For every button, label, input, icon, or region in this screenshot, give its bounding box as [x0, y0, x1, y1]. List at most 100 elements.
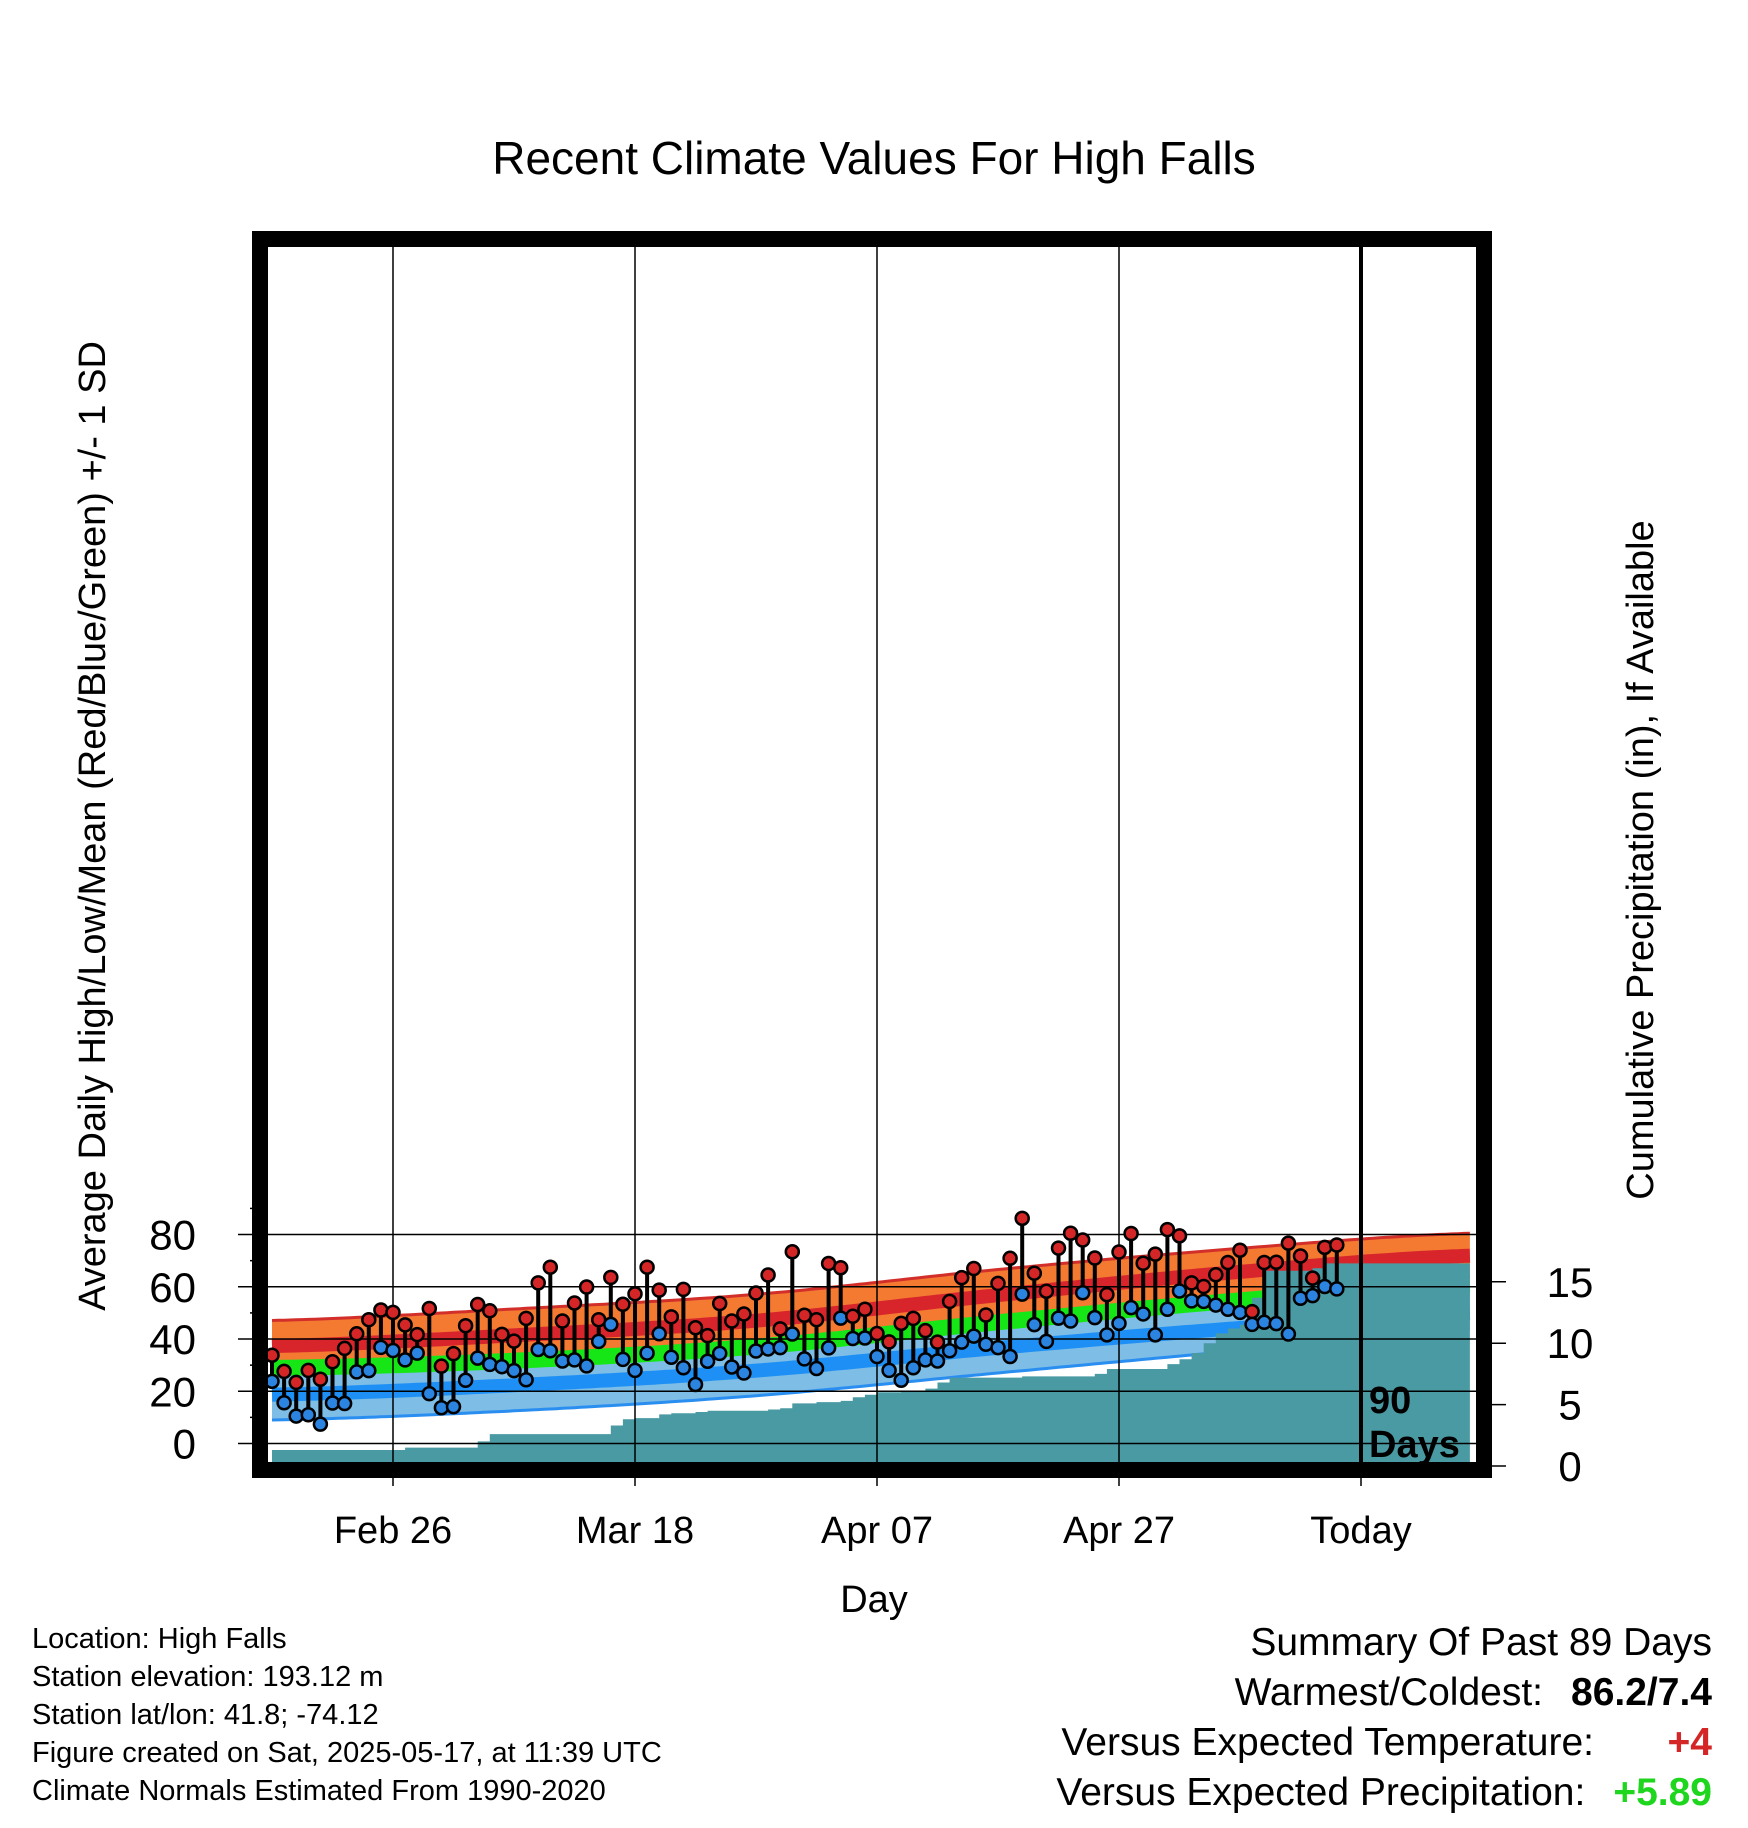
daily-low-point [615, 1351, 631, 1368]
daily-high-point [554, 1313, 571, 1329]
daily-high-point [1232, 1242, 1248, 1258]
daily-high-point [1304, 1270, 1321, 1286]
daily-low-point [699, 1353, 716, 1369]
daily-low-point [675, 1360, 692, 1376]
daily-low-point [1002, 1348, 1018, 1365]
daily-low-point [966, 1328, 982, 1344]
today-days-label: 90 Days [1369, 1380, 1460, 1466]
daily-high-point [1159, 1221, 1176, 1238]
y2-tick-label: 0 [1558, 1443, 1581, 1490]
daily-high-point [506, 1333, 522, 1349]
daily-high-point [1074, 1232, 1091, 1248]
daily-high-point [1147, 1246, 1164, 1262]
daily-low-point [893, 1372, 909, 1389]
daily-high-point [748, 1285, 764, 1301]
today-days-label-line: 90 [1369, 1380, 1411, 1422]
daily-high-point [615, 1296, 631, 1313]
daily-high-point [699, 1327, 716, 1344]
footer-elevation: Station elevation: 193.12 m [32, 1661, 384, 1693]
daily-high-point [711, 1295, 728, 1312]
daily-high-point [687, 1320, 704, 1336]
daily-high-point [268, 1347, 280, 1363]
daily-low-point [469, 1350, 486, 1366]
daily-low-point [1062, 1313, 1079, 1329]
y-tick-label: 20 [149, 1368, 196, 1415]
daily-high-point [651, 1282, 667, 1298]
x-tick-label: Apr 27 [1063, 1510, 1175, 1552]
daily-low-point [808, 1360, 825, 1377]
daily-low-point [482, 1356, 498, 1373]
daily-high-point [929, 1334, 946, 1350]
y2-tick-label: 5 [1558, 1382, 1581, 1429]
summary-panel: Summary Of Past 89 Days Warmest/Coldest:… [1056, 1618, 1712, 1818]
daily-high-point [1099, 1286, 1115, 1303]
daily-low-point [1171, 1283, 1188, 1299]
y-tick-label: 80 [149, 1212, 196, 1259]
precip-vs-expected-value: +5.89 [1613, 1771, 1712, 1814]
daily-high-point [1111, 1244, 1127, 1260]
daily-high-point [530, 1275, 546, 1291]
daily-low-point [566, 1352, 583, 1368]
daily-high-point [808, 1311, 825, 1328]
y-tick-label: 0 [173, 1421, 196, 1468]
daily-low-point [1074, 1285, 1091, 1301]
daily-high-point [978, 1307, 994, 1323]
daily-high-point [1050, 1240, 1067, 1256]
daily-low-point [1147, 1327, 1164, 1343]
x-tick-label: Feb 26 [334, 1510, 452, 1552]
daily-high-point [1208, 1267, 1224, 1283]
daily-low-point [603, 1316, 619, 1333]
daily-low-point [1244, 1316, 1260, 1333]
plot-content [268, 247, 1476, 1462]
daily-high-point [421, 1300, 438, 1317]
daily-high-point [1014, 1210, 1030, 1227]
daily-low-point [421, 1385, 438, 1402]
daily-high-point [494, 1326, 510, 1343]
footer-latlon: Station lat/lon: 41.8; -74.12 [32, 1699, 379, 1731]
daily-low-point [361, 1362, 377, 1379]
y2-tick-label: 10 [1547, 1320, 1594, 1367]
daily-high-point [457, 1317, 474, 1334]
precip-vs-expected-label: Versus Expected Precipitation: [1056, 1771, 1586, 1814]
daily-low-point [1026, 1316, 1043, 1333]
daily-high-point [760, 1267, 776, 1283]
daily-high-point [336, 1340, 353, 1357]
daily-low-point [1280, 1326, 1297, 1342]
daily-low-point [457, 1372, 474, 1389]
station-info: Location: High Falls Station elevation: … [32, 1620, 662, 1810]
daily-high-point [1329, 1237, 1345, 1253]
daily-high-point [857, 1301, 873, 1317]
daily-low-point [711, 1345, 728, 1362]
daily-low-point [772, 1339, 788, 1356]
daily-high-point [953, 1269, 970, 1286]
daily-low-point [869, 1348, 885, 1365]
daily-high-point [675, 1281, 692, 1298]
daily-low-point [1159, 1301, 1176, 1317]
daily-low-point [663, 1349, 680, 1366]
daily-high-point [1171, 1228, 1188, 1244]
daily-high-point [1135, 1255, 1151, 1272]
daily-high-point [518, 1310, 534, 1327]
daily-high-point [1316, 1239, 1333, 1256]
daily-high-point [869, 1325, 885, 1342]
daily-low-point [542, 1343, 559, 1359]
summary-heading: Summary Of Past 89 Days [1250, 1621, 1712, 1664]
temp-vs-expected-label: Versus Expected Temperature: [1061, 1721, 1594, 1764]
y2-tick-label: 15 [1547, 1259, 1594, 1306]
daily-high-point [348, 1326, 365, 1342]
daily-high-point [603, 1269, 619, 1286]
daily-low-point [1135, 1306, 1151, 1322]
daily-high-point [1038, 1283, 1055, 1299]
daily-low-point [796, 1351, 813, 1367]
daily-high-point [966, 1260, 982, 1277]
daily-low-point [639, 1345, 655, 1361]
daily-high-point [1002, 1250, 1018, 1267]
daily-low-point [627, 1362, 643, 1379]
daily-high-point [784, 1244, 801, 1260]
daily-low-point [953, 1334, 970, 1350]
daily-high-point [917, 1322, 934, 1339]
x-tick-label: Today [1310, 1510, 1411, 1552]
daily-low-point [784, 1326, 801, 1342]
daily-high-point [1268, 1254, 1285, 1270]
daily-low-point [1111, 1315, 1127, 1332]
